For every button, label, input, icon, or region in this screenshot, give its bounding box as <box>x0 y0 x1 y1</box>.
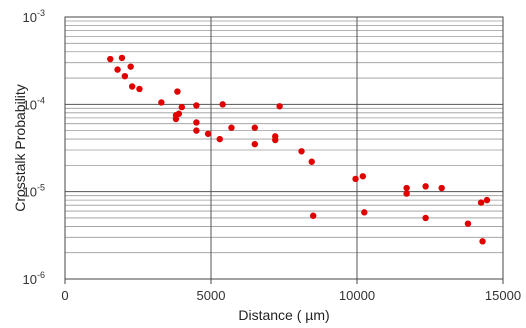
y-tick-label: 10-4 <box>23 95 45 112</box>
y-tick-label: 10-3 <box>23 8 45 25</box>
data-point <box>136 85 143 93</box>
data-point <box>158 99 165 106</box>
data-point <box>219 101 226 108</box>
data-point <box>193 102 200 109</box>
y-tick-label: 10-5 <box>23 183 45 200</box>
x-tick-label: 5000 <box>197 288 226 303</box>
data-point <box>228 124 235 131</box>
data-point <box>178 103 185 111</box>
data-point <box>352 175 359 183</box>
data-point <box>175 110 183 117</box>
x-tick-label: 10000 <box>339 288 375 303</box>
data-point <box>118 54 126 62</box>
data-point <box>422 214 429 222</box>
x-axis-label: Distance ( µm) <box>238 307 329 323</box>
data-points-layer <box>107 54 491 245</box>
plot-frame <box>64 16 504 280</box>
data-point <box>127 63 134 70</box>
data-point <box>251 140 258 148</box>
y-tick-labels: 10-3 10-4 10-5 10-6 <box>23 8 45 287</box>
data-point <box>479 238 486 245</box>
data-point <box>422 183 429 190</box>
x-tick-label: 0 <box>61 288 68 303</box>
data-point <box>464 220 472 227</box>
data-point <box>438 184 445 192</box>
data-point <box>483 196 491 204</box>
data-point <box>172 115 180 123</box>
data-point <box>193 119 200 126</box>
data-point <box>276 103 283 110</box>
data-point <box>310 212 317 219</box>
x-tick-label: 15000 <box>485 288 521 303</box>
data-point <box>174 88 181 95</box>
data-point <box>128 83 136 90</box>
data-point <box>361 209 368 216</box>
data-point <box>477 199 485 206</box>
data-point <box>204 130 212 137</box>
data-point <box>359 173 367 180</box>
x-tick-labels: 0 5000 10000 15000 <box>61 279 521 303</box>
data-point <box>114 66 121 73</box>
data-point <box>121 72 129 80</box>
grid-layer <box>65 17 503 280</box>
data-point <box>272 136 279 144</box>
data-point <box>251 124 258 131</box>
data-point <box>298 148 305 155</box>
y-tick-label: 10-6 <box>23 270 45 287</box>
data-point <box>403 184 410 192</box>
data-point <box>216 135 223 143</box>
data-point <box>403 190 410 197</box>
data-point <box>308 158 315 165</box>
y-axis-label: Crosstalk Probability <box>12 84 28 212</box>
data-point <box>193 127 200 134</box>
data-point <box>107 55 114 63</box>
